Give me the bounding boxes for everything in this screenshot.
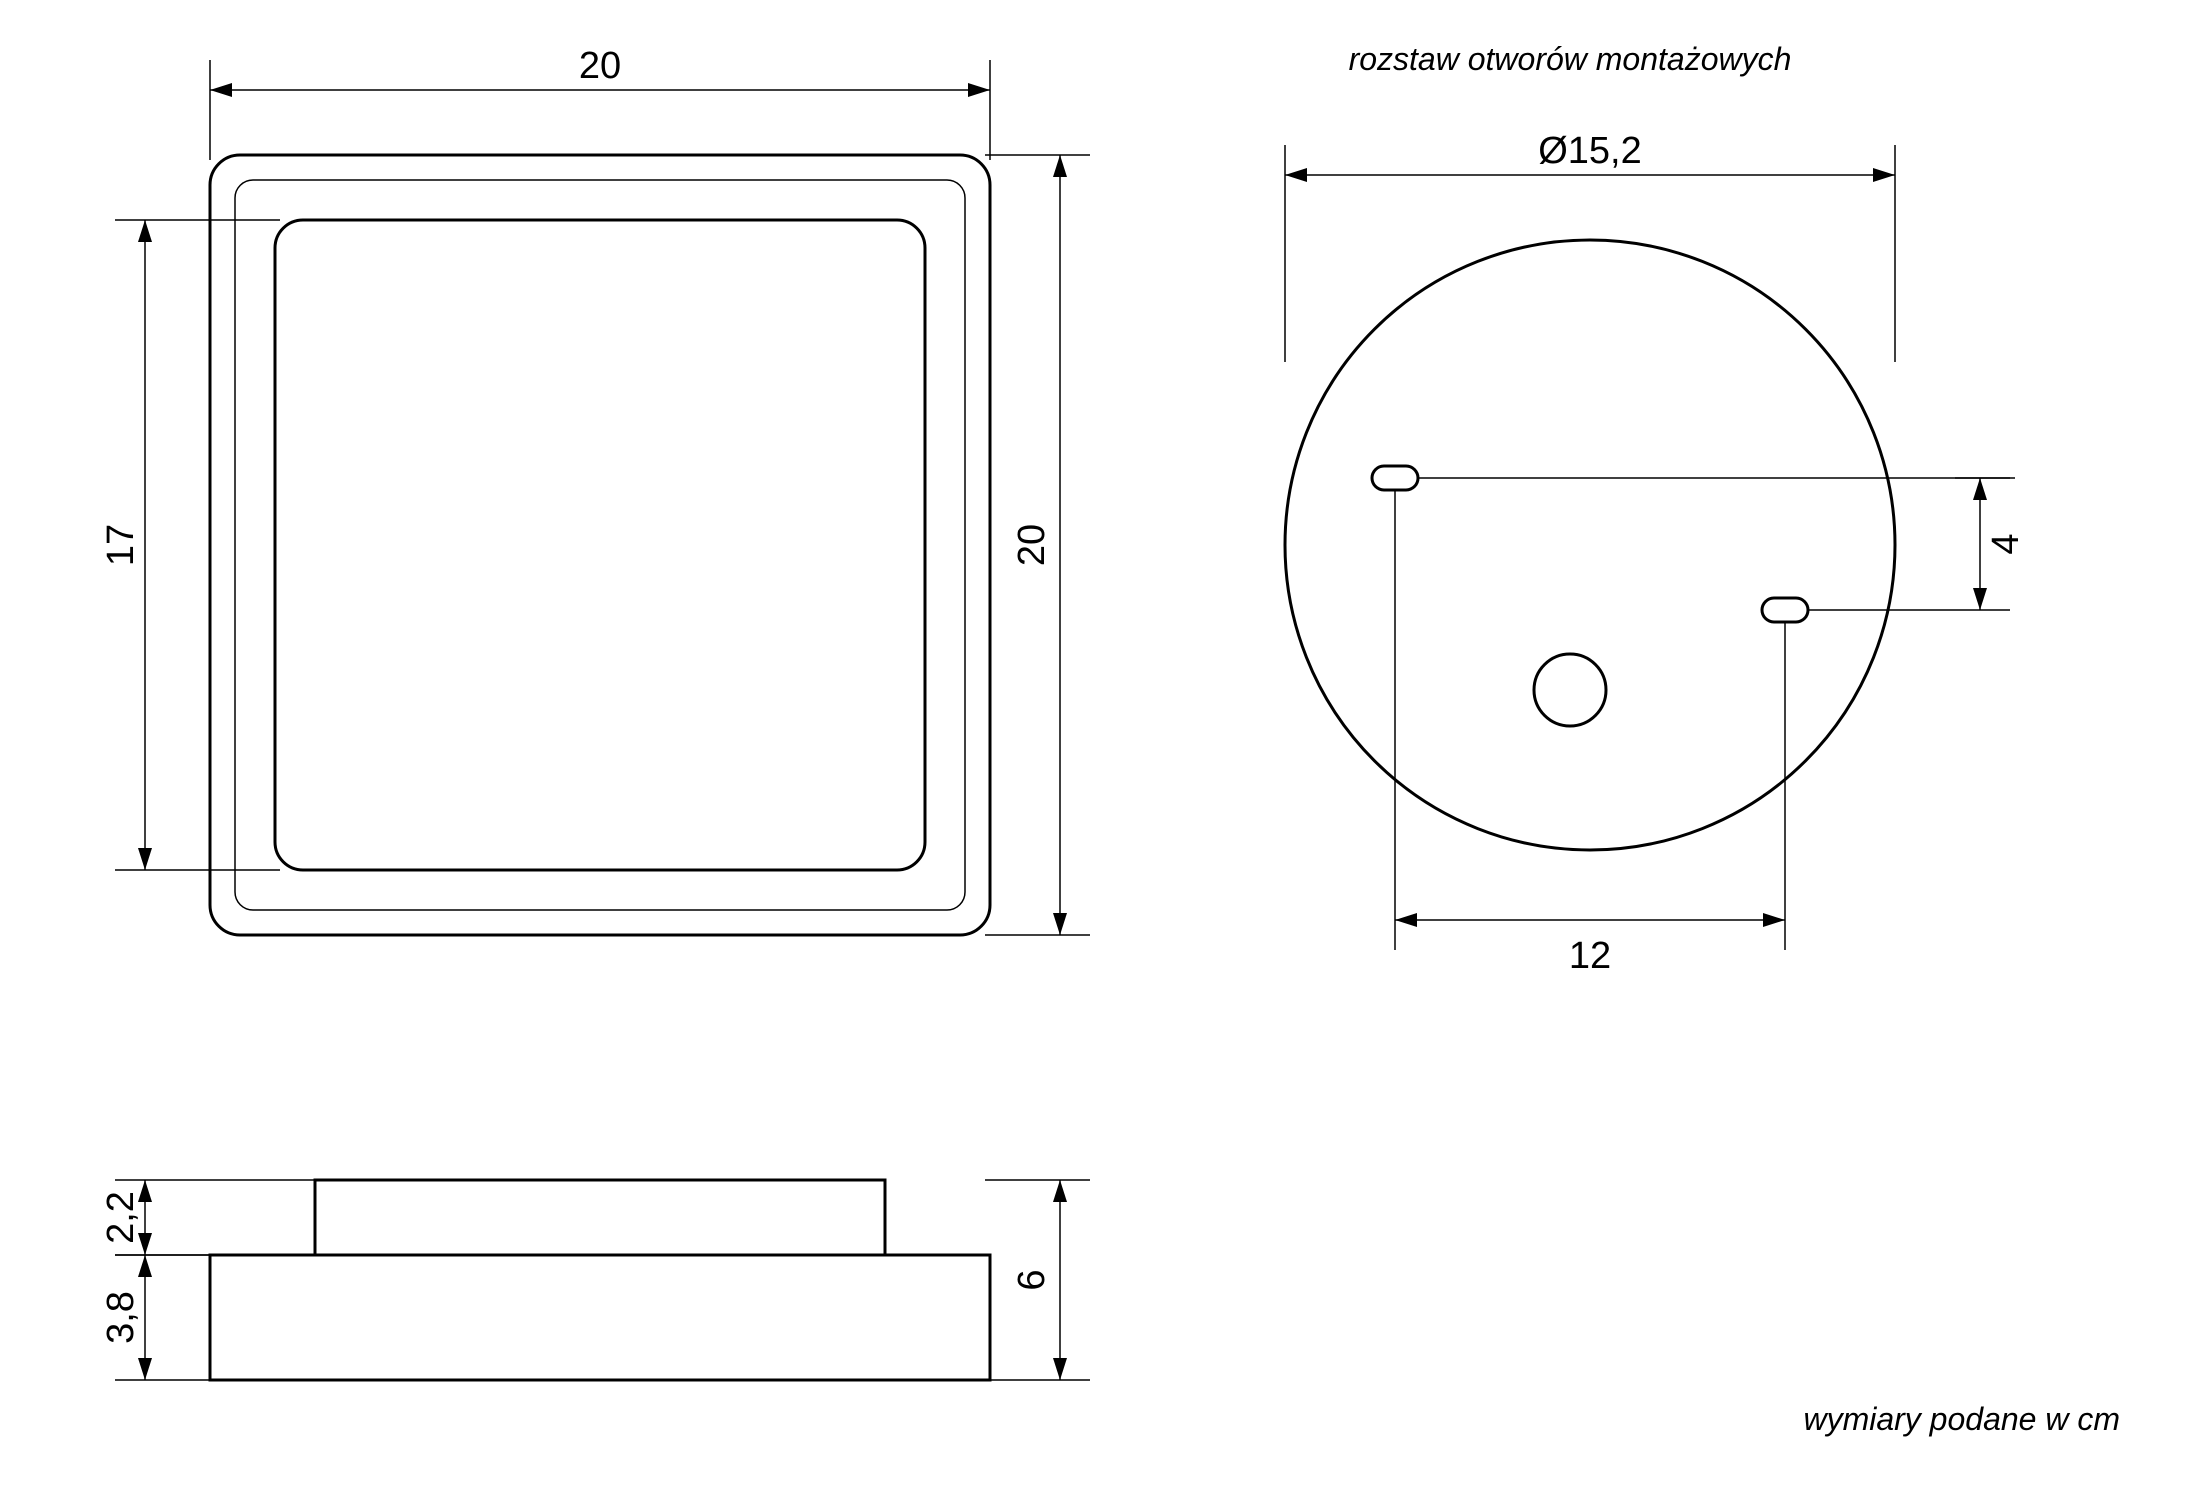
mount-slot [1372,466,1418,490]
side-top [315,1180,885,1255]
mount-slot [1762,598,1808,622]
note-mount-holes: rozstaw otworów montażowych [1349,41,1792,77]
dim-diameter: Ø15,2 [1538,130,1642,172]
dim-slot-spacing: 12 [1569,935,1611,977]
dim-slot-vert: 4 [1985,533,2027,554]
note-units: wymiary podane w cm [1803,1401,2120,1437]
cable-hole [1534,654,1606,726]
mount-plate [1285,240,1895,850]
dim-side-total: 6 [1011,1269,1053,1290]
dim-inner-height: 17 [100,524,142,566]
side-bottom [210,1255,990,1380]
dim-outer-width: 20 [579,45,621,87]
dim-outer-height: 20 [1011,524,1053,566]
dim-side-bot: 3,8 [100,1291,142,1344]
dim-side-top: 2,2 [100,1191,142,1244]
